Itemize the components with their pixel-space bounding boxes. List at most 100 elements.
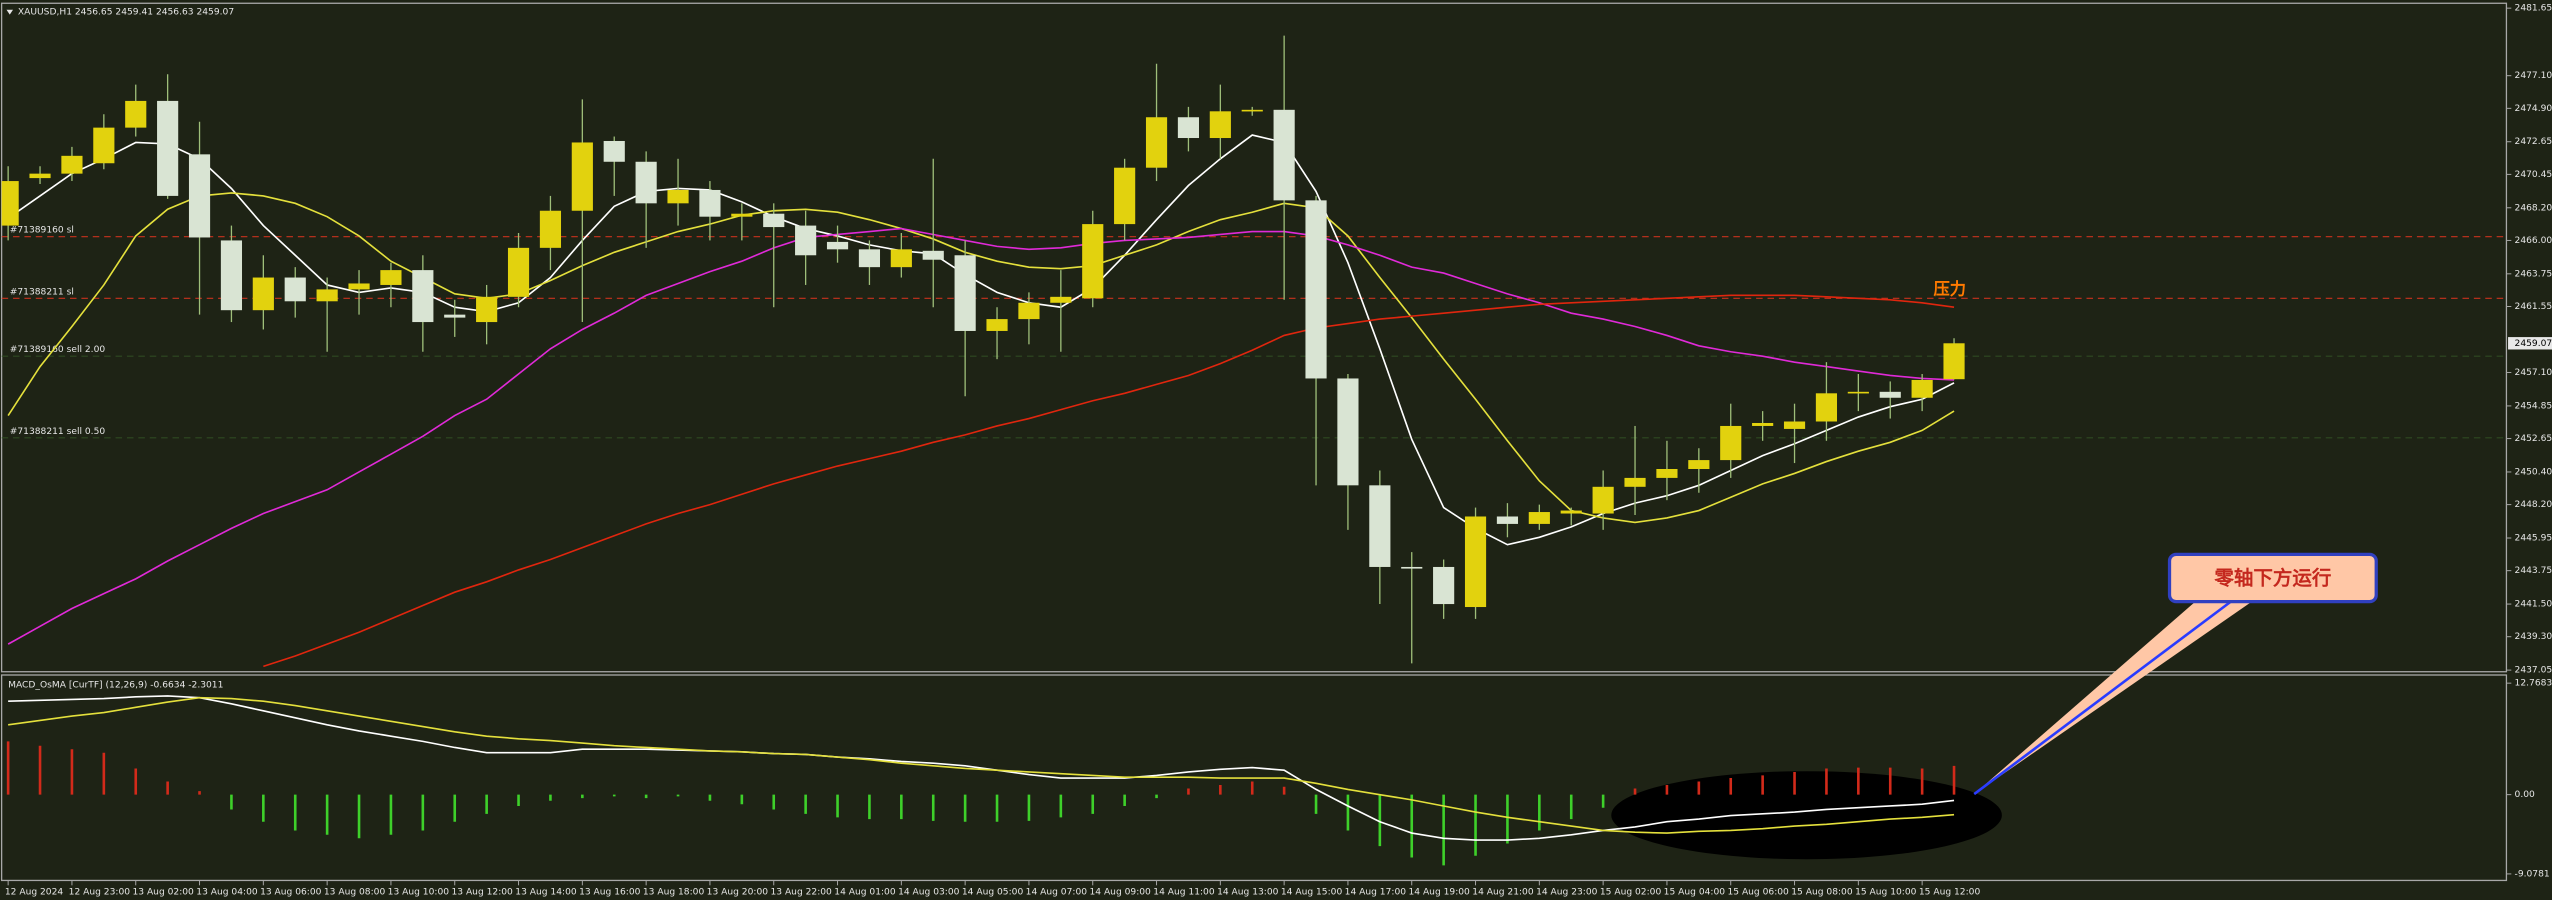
candle-body [476,296,498,323]
candle-body [1369,485,1391,567]
title-marker [6,9,14,15]
candle-body [252,277,274,311]
main-panel-frame [0,2,2508,673]
candle-body [890,249,912,268]
candle-body [986,319,1008,331]
y-tick-label: 0.00 [2515,790,2535,800]
candle-body [1050,296,1072,303]
y-tick-label: 2468.20 [2515,203,2552,213]
y-tick-label: 2445.95 [2515,534,2552,544]
candle-body [29,173,51,179]
candle-body [1624,477,1646,487]
line-series [8,695,1955,841]
candle-body [763,213,785,228]
x-tick-label: 12 Aug 23:00 [69,887,131,897]
main-plot: #71389160 sl #71388211 sl #71389160 sell 2… [1,35,2507,668]
y-tick-label: 2443.75 [2515,566,2552,576]
x-tick-label: 13 Aug 20:00 [707,887,769,897]
x-tick-label: 14 Aug 07:00 [1026,887,1088,897]
candle-body [858,249,881,268]
candle-body [1528,512,1550,524]
callout-text: 零轴下方运行 [2213,566,2332,589]
x-tick-label: 15 Aug 10:00 [1855,887,1917,897]
x-tick-label: 14 Aug 11:00 [1153,887,1215,897]
x-tick-label: 14 Aug 19:00 [1408,887,1470,897]
candle-body [1018,302,1040,320]
candle-body [954,255,976,331]
callout-arrow [1973,598,2234,796]
x-tick-label: 14 Aug 21:00 [1472,887,1534,897]
candle-body [1464,516,1487,608]
candle-body [1783,421,1806,429]
callout-box [2167,552,2378,604]
candle-body [1656,468,1678,478]
y-tick-label: 2450.40 [2515,467,2552,477]
x-tick-label: 14 Aug 05:00 [962,887,1024,897]
x-tick-label: 12 Aug 2024 [5,887,64,897]
candle-body [731,213,753,217]
y-tick-label: 2481.65 [2515,4,2552,14]
y-tick-label: -9.0781 [2515,869,2550,879]
candle-body [93,127,115,164]
y-tick-label: 2452.65 [2515,434,2552,444]
candle-body [284,277,306,302]
y-tick-label: 2437.05 [2515,666,2552,676]
candle-body [1209,111,1231,139]
y-tick-label: 2466.00 [2515,236,2552,246]
y-tick-label: 2448.20 [2515,500,2552,510]
order-level-label: #71389160 sl [10,226,74,236]
line-series [7,192,1955,524]
candle-body [667,189,689,204]
candle-body [571,142,593,211]
x-tick-label: 13 Aug 06:00 [260,887,322,897]
candle-body [444,314,466,318]
candle-body [412,270,434,323]
y-tick-label: 2454.85 [2515,401,2552,411]
candle-body [1145,117,1168,168]
candle-body [1560,510,1582,514]
x-tick-label: 13 Aug 14:00 [515,887,577,897]
x-tick-label: 15 Aug 12:00 [1919,887,1981,897]
x-tick-label: 15 Aug 08:00 [1791,887,1853,897]
line-series [263,294,1955,668]
x-tick-label: 13 Aug 02:00 [132,887,194,897]
y-tick-label: 2457.10 [2515,368,2552,378]
candle-body [1,181,19,226]
candle-body [1847,391,1869,394]
candle-body [1815,393,1838,422]
order-level-label: #71388211 sl [10,287,74,297]
last-price-label: 2459.07 [2515,339,2552,349]
x-tick-label: 13 Aug 12:00 [451,887,513,897]
y-tick-label: 2441.50 [2515,600,2552,610]
order-level-label: #71388211 sell 0.50 [10,427,106,437]
line-series [7,227,1955,645]
chart-title: XAUUSD,H1 2456.65 2459.41 2456.63 2459.0… [18,8,234,18]
candle-body [1305,200,1327,379]
candle-body [157,100,179,196]
x-tick-label: 13 Aug 22:00 [770,887,832,897]
axes: 2481.65 2477.10 2474.90 2472.65 2470.45 2468.… [5,4,2552,897]
x-tick-label: 15 Aug 02:00 [1600,887,1662,897]
candle-body [1943,343,1965,380]
line-series [8,696,1955,834]
x-tick-label: 13 Aug 18:00 [643,887,705,897]
candle-body [1082,224,1104,299]
candle-body [1433,566,1455,605]
candle-body [1720,425,1742,461]
x-tick-label: 14 Aug 13:00 [1217,887,1279,897]
candle-body [1401,566,1423,569]
candle-body [1752,422,1774,426]
y-tick-label: 12.7683 [2515,679,2552,689]
pressure-annotation: 压力 [1934,280,1967,299]
y-tick-label: 2470.45 [2515,170,2552,180]
candle-body [380,270,402,285]
x-tick-label: 14 Aug 17:00 [1345,887,1407,897]
x-tick-label: 13 Aug 08:00 [324,887,386,897]
candle-body [1911,379,1933,398]
x-tick-label: 13 Aug 16:00 [579,887,641,897]
candle-body [220,240,243,311]
y-tick-label: 2472.65 [2515,137,2552,147]
highlight-ellipse [1611,771,2002,860]
candle-body [348,283,370,290]
